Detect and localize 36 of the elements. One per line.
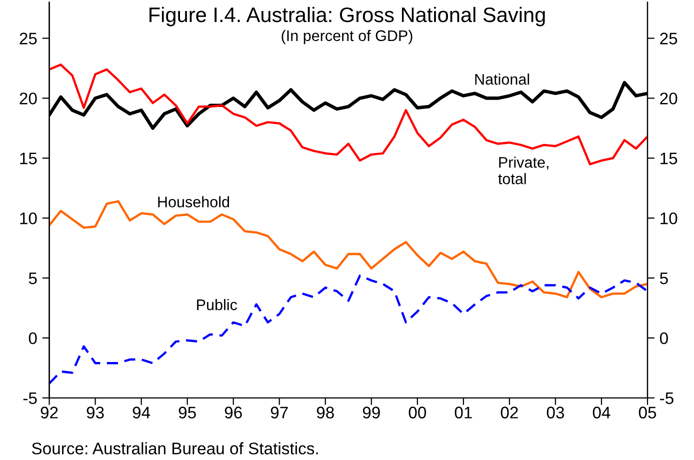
text: (In percent of GDP) xyxy=(282,30,412,44)
x-tick-label: 04 xyxy=(592,406,610,418)
series-label: Private, total xyxy=(498,156,548,184)
x-tick-label: 94 xyxy=(132,406,150,418)
x-tick-label: 98 xyxy=(316,406,334,418)
y-tick-label: 0 xyxy=(28,332,37,344)
source-note: Source: Australian Bureau of Statistics. xyxy=(32,442,318,454)
x-tick-label: 01 xyxy=(454,406,472,418)
series-label: Household xyxy=(158,196,230,208)
x-tick-label: 96 xyxy=(224,406,242,418)
y-tick-label: 5 xyxy=(28,272,37,284)
x-tick-label: 92 xyxy=(40,406,58,418)
y2-tick-label: 5 xyxy=(660,272,668,284)
y2-tick-label: 20 xyxy=(660,92,678,104)
chart-title: Figure I.4. Australia: Gross National Saving xyxy=(150,6,545,26)
x-tick-label: 95 xyxy=(178,406,196,418)
y-tick-label: 10 xyxy=(20,212,37,224)
series-label: National xyxy=(475,74,530,85)
x-tick-label: 03 xyxy=(546,406,564,418)
line-series xyxy=(49,274,648,385)
y2-tick-label: 0 xyxy=(660,332,668,344)
y2-tick-label: 15 xyxy=(660,152,678,164)
x-tick-label: 99 xyxy=(362,406,380,418)
y-tick-label: -5 xyxy=(23,392,37,404)
y2-tick-label: -5 xyxy=(660,392,674,404)
x-tick-label: 02 xyxy=(500,406,518,418)
x-tick-label: 00 xyxy=(408,406,426,418)
x-tick-label: 97 xyxy=(270,406,288,418)
x-tick-label: 05 xyxy=(638,406,656,418)
y-tick-label: 20 xyxy=(20,92,37,104)
y2-tick-label: 10 xyxy=(660,212,678,224)
y2-tick-label: 25 xyxy=(660,32,678,44)
y-tick-label: 15 xyxy=(20,152,37,164)
y-tick-label: 25 xyxy=(20,32,37,44)
x-tick-label: 93 xyxy=(86,406,104,418)
series-label: Public xyxy=(197,299,238,310)
